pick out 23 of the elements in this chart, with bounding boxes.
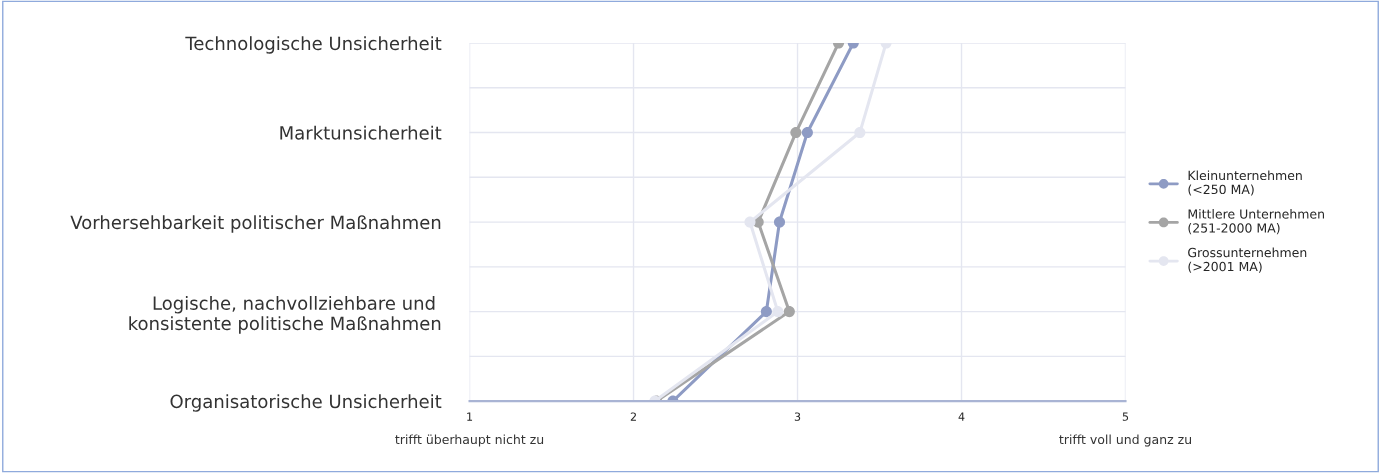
text: trifft überhaupt nicht zu — [395, 434, 544, 447]
point — [772, 306, 784, 318]
point — [744, 216, 756, 228]
x-tick-label: 4 — [958, 412, 965, 421]
legend-label: Grossunternehmen (>2001 MA) — [1188, 247, 1307, 273]
point — [760, 306, 772, 318]
point — [801, 127, 813, 139]
legend-label: Mittlere Unternehmen (251-2000 MA) — [1188, 209, 1324, 235]
y-tick-label: Organisatorische Unsicherheit — [170, 394, 442, 412]
y-tick-label: Technologische Unsicherheit — [185, 36, 442, 54]
point — [773, 216, 786, 228]
y-tick-label: Marktunsicherheit — [280, 125, 442, 140]
text: trifft voll und ganz zu — [1059, 434, 1191, 447]
y-tick-label: Vorhersehbarkeit politischer Maßnahmen — [70, 215, 441, 233]
point — [783, 306, 795, 318]
x-tick-label: 3 — [794, 412, 801, 421]
x-tick-label: 1 — [467, 412, 473, 421]
point — [854, 127, 866, 139]
x-tick-label: 2 — [630, 412, 636, 421]
legend-label: Kleinunternehmen (<250 MA) — [1188, 170, 1302, 196]
y-tick-label: Logische, nachvollziehbare und konsistente politische Maßnahmen — [129, 295, 441, 334]
x-tick-label: 5 — [1122, 412, 1129, 421]
point — [790, 127, 802, 139]
